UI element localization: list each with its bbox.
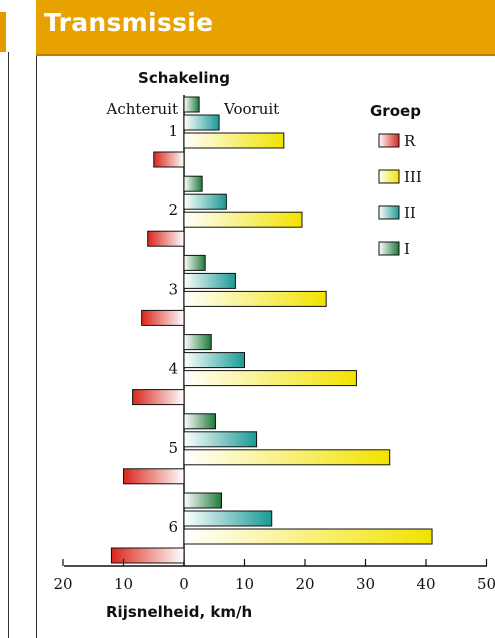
- bar-gear-6-I: [183, 492, 223, 509]
- x-tick-label: 50: [477, 575, 495, 593]
- chart-title: Schakeling: [138, 69, 230, 87]
- gear-label-6: 6: [168, 518, 178, 536]
- x-tick-label: 30: [356, 575, 375, 593]
- section-header: Transmissie: [36, 0, 495, 56]
- bar-gear-4-II: [183, 352, 245, 369]
- x-tick-label: 20: [295, 575, 314, 593]
- x-tick-label: 40: [416, 575, 435, 593]
- x-tick-label: 20: [53, 575, 72, 593]
- bar-gear-2-II: [183, 193, 227, 210]
- prev-page-frame-line: [8, 52, 9, 638]
- bar-gear-2-I: [183, 175, 203, 192]
- bar-gear-5-R: [123, 468, 185, 485]
- bar-gear-2-III: [183, 211, 303, 228]
- bar-gear-5-III: [183, 449, 391, 466]
- frame-line: [36, 56, 37, 638]
- legend-title: Groep: [370, 102, 421, 120]
- legend-label-II: II: [404, 204, 416, 222]
- prev-page-header-edge: [0, 12, 6, 52]
- forward-label: Vooruit: [223, 100, 279, 118]
- bar-gear-5-I: [183, 413, 216, 430]
- x-tick-label: 10: [114, 575, 133, 593]
- bar-gear-6-R: [110, 547, 185, 564]
- x-axis-ticks: 20 10 0 10 20 30 40 50: [53, 559, 495, 593]
- bar-gear-5-II: [183, 431, 258, 448]
- bar-gear-4-I: [183, 334, 212, 351]
- bar-gear-1-III: [183, 132, 285, 149]
- gear-label-4: 4: [168, 360, 178, 378]
- legend-swatch-II: [378, 205, 400, 220]
- bar-gear-4-III: [183, 370, 357, 387]
- reverse-label: Achteruit: [106, 100, 178, 118]
- bar-gear-2-R: [147, 230, 185, 247]
- legend-swatch-III: [378, 169, 400, 184]
- bar-gear-6-II: [183, 510, 273, 527]
- bar-gear-4-R: [132, 389, 185, 406]
- bar-gear-6-III: [183, 528, 433, 545]
- x-axis-label: Rijsnelheid, km/h: [106, 603, 252, 621]
- bar-gear-3-R: [141, 309, 185, 326]
- bar-gear-1-II: [183, 114, 220, 131]
- bar-gear-3-I: [183, 254, 206, 271]
- legend-swatch-I: [378, 241, 400, 256]
- gear-labels: 1 2 3 4 5 6: [168, 122, 178, 536]
- bar-gear-1-R: [153, 151, 185, 168]
- bar-gear-3-II: [183, 272, 236, 289]
- legend-label-R: R: [404, 132, 416, 150]
- gear-label-3: 3: [168, 280, 178, 298]
- bar-gear-1-I: [183, 96, 200, 113]
- bars-group: [110, 96, 433, 564]
- gear-label-5: 5: [168, 439, 178, 457]
- legend-label-III: III: [404, 168, 422, 186]
- bar-gear-3-III: [183, 290, 327, 307]
- gear-label-2: 2: [168, 201, 178, 219]
- legend-swatch-R: [378, 133, 400, 148]
- x-tick-label: 10: [235, 575, 254, 593]
- gear-label-1: 1: [168, 122, 178, 140]
- left-margin: [0, 0, 36, 638]
- x-tick-label: 0: [179, 575, 189, 593]
- section-title: Transmissie: [44, 8, 214, 37]
- legend-label-I: I: [404, 240, 410, 258]
